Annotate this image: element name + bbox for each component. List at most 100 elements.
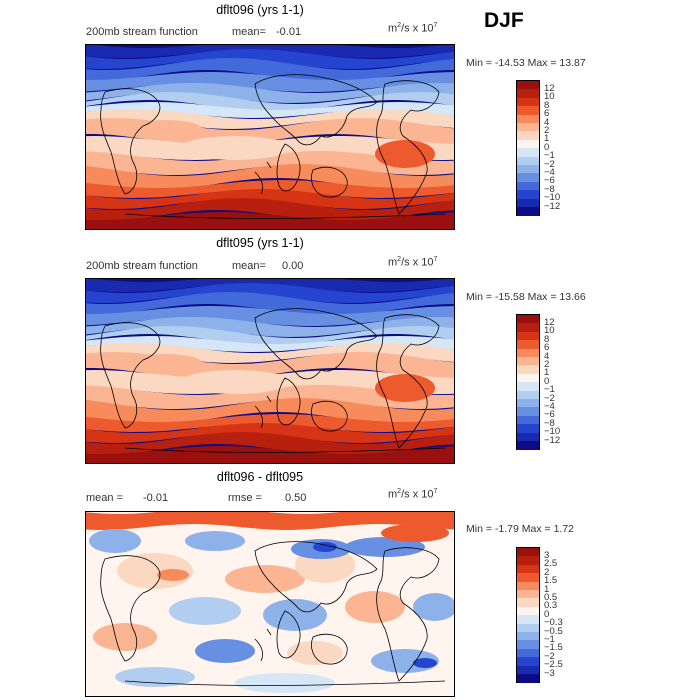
field-contour-band [85, 72, 455, 92]
map-frame [85, 44, 455, 230]
field-feature [345, 591, 405, 623]
coastline-segment [254, 541, 378, 613]
field-feature [413, 593, 455, 621]
field-feature [180, 136, 290, 160]
field-contour-band [85, 83, 455, 103]
panel-1-title: dflt096 (yrs 1-1) [216, 3, 304, 17]
panel-2-min-value: -15.58 [494, 291, 525, 303]
colorbar-swatch [517, 548, 539, 557]
colorbar-swatch [517, 148, 539, 157]
field-contour-band [85, 414, 455, 432]
colorbar-swatch [517, 106, 539, 115]
colorbar-tick-label: 4 [544, 116, 550, 128]
field-feature [195, 639, 255, 663]
panel-3-title: dflt096 - dflt095 [216, 470, 304, 484]
panel-2-field-label: 200mb stream function [86, 260, 198, 272]
colorbar-swatch [517, 123, 539, 132]
panel-1-min-value: -14.53 [494, 57, 525, 69]
coastline-segment [124, 213, 446, 219]
colorbar-tick-label: −8 [544, 417, 555, 429]
panel-1-map [85, 44, 455, 230]
colorbar-swatch [517, 623, 539, 633]
colorbar-tick-label: 6 [544, 342, 550, 354]
panel-1-mean-value: -0.01 [276, 26, 302, 38]
coastline-segment [376, 80, 440, 215]
colorbar-tick-label: 6 [544, 108, 550, 120]
colorbar-tick-label: 0 [544, 141, 550, 153]
panel-2-mean-value: 0.00 [282, 260, 304, 272]
colorbar-swatch [517, 156, 539, 166]
colorbar-swatch [517, 674, 539, 683]
panel-3-colorbar: 3 2.5 2 1.5 1 0.5 0.3 0 −0.3 −0.5 −1 −1.5 −2 −2.5 −3 [516, 547, 563, 684]
colorbar-tick-label: −2 [544, 158, 555, 170]
coastline-segment [100, 88, 161, 195]
colorbar-tick-label: −6 [544, 409, 555, 421]
colorbar-tick-label: −2 [544, 392, 555, 404]
colorbar-swatch [517, 181, 539, 191]
colorbar-swatch [517, 590, 539, 599]
colorbar-tick-label: 1 [544, 367, 550, 379]
colorbar-swatch [517, 131, 539, 141]
colorbar-tick-label: 0 [544, 375, 550, 387]
coastline-segment [124, 447, 446, 453]
colorbar-swatch [517, 657, 539, 666]
field-contour-band [85, 398, 455, 424]
coastline-segment [254, 395, 272, 429]
map-frame [85, 278, 455, 464]
colorbar-tick-label: 10 [544, 91, 555, 103]
colorbar-swatch [517, 432, 539, 442]
field-contour-band [85, 283, 455, 303]
field-feature [93, 623, 157, 651]
field-contour-band [85, 44, 455, 58]
field-feature [180, 370, 290, 394]
colorbar-swatch [517, 399, 539, 408]
field-feature [345, 537, 425, 557]
colorbar-swatch [517, 556, 539, 566]
panel-3-max-value: 1.72 [553, 523, 574, 535]
panel-3-rmse-value: 0.50 [285, 492, 307, 504]
panel-3-map [85, 511, 455, 697]
colorbar-swatch [517, 665, 539, 675]
colorbar-swatch [517, 340, 539, 349]
field-feature [129, 120, 201, 136]
colorbar-swatch [517, 114, 539, 124]
colorbar-swatches [516, 80, 540, 217]
colorbar-tick-label: 1 [544, 133, 550, 145]
colorbar-swatch [517, 357, 539, 366]
colorbar-tick-label: −10 [544, 192, 561, 204]
field-contour-band [85, 292, 455, 316]
colorbar-tick-label: −2 [544, 650, 555, 662]
colorbar-swatch [517, 81, 539, 90]
colorbar-swatch [517, 348, 539, 358]
coastline-segment [276, 610, 301, 659]
field-feature [169, 597, 241, 625]
colorbar-tick-label: −1 [544, 384, 555, 396]
field-contour-band [85, 278, 455, 292]
field-contour-band [85, 511, 455, 530]
colorbar-swatch [517, 97, 539, 107]
colorbar-tick-label: 0 [544, 608, 550, 620]
field-feature [235, 673, 335, 693]
colorbar-tick-label: −1 [544, 150, 555, 162]
colorbar-swatch [517, 89, 539, 99]
colorbar-swatch [517, 581, 539, 591]
panel-3-mean-value: -0.01 [143, 492, 169, 504]
field-contour-band [85, 151, 455, 175]
colorbar-tick-label: 4 [544, 350, 550, 362]
coastline-segment [276, 377, 301, 426]
colorbar-tick-label: 1 [544, 583, 550, 595]
field-contour-band [85, 102, 455, 118]
colorbar-tick-label: 2 [544, 124, 550, 136]
coastlines [100, 74, 446, 219]
panel-3-min-value: -1.79 [494, 523, 519, 535]
colorbar-tick-label: −2.5 [544, 659, 563, 671]
colorbar-tick-label: 1.5 [544, 575, 558, 587]
panel-1-mean-label: mean= [232, 26, 266, 38]
colorbar-swatch [517, 615, 539, 624]
panel-3-rmse-label: rmse = [228, 492, 262, 504]
colorbar-tick-label: −6 [544, 175, 555, 187]
panel-1-colorbar: 12 10 8 6 4 2 1 0 −1 −2 −4 −6 −8 −10 −12 [516, 80, 560, 217]
field-contour-band [85, 198, 455, 222]
field-contour-band [85, 385, 455, 409]
panel-2-mean-label: mean= [232, 260, 266, 272]
